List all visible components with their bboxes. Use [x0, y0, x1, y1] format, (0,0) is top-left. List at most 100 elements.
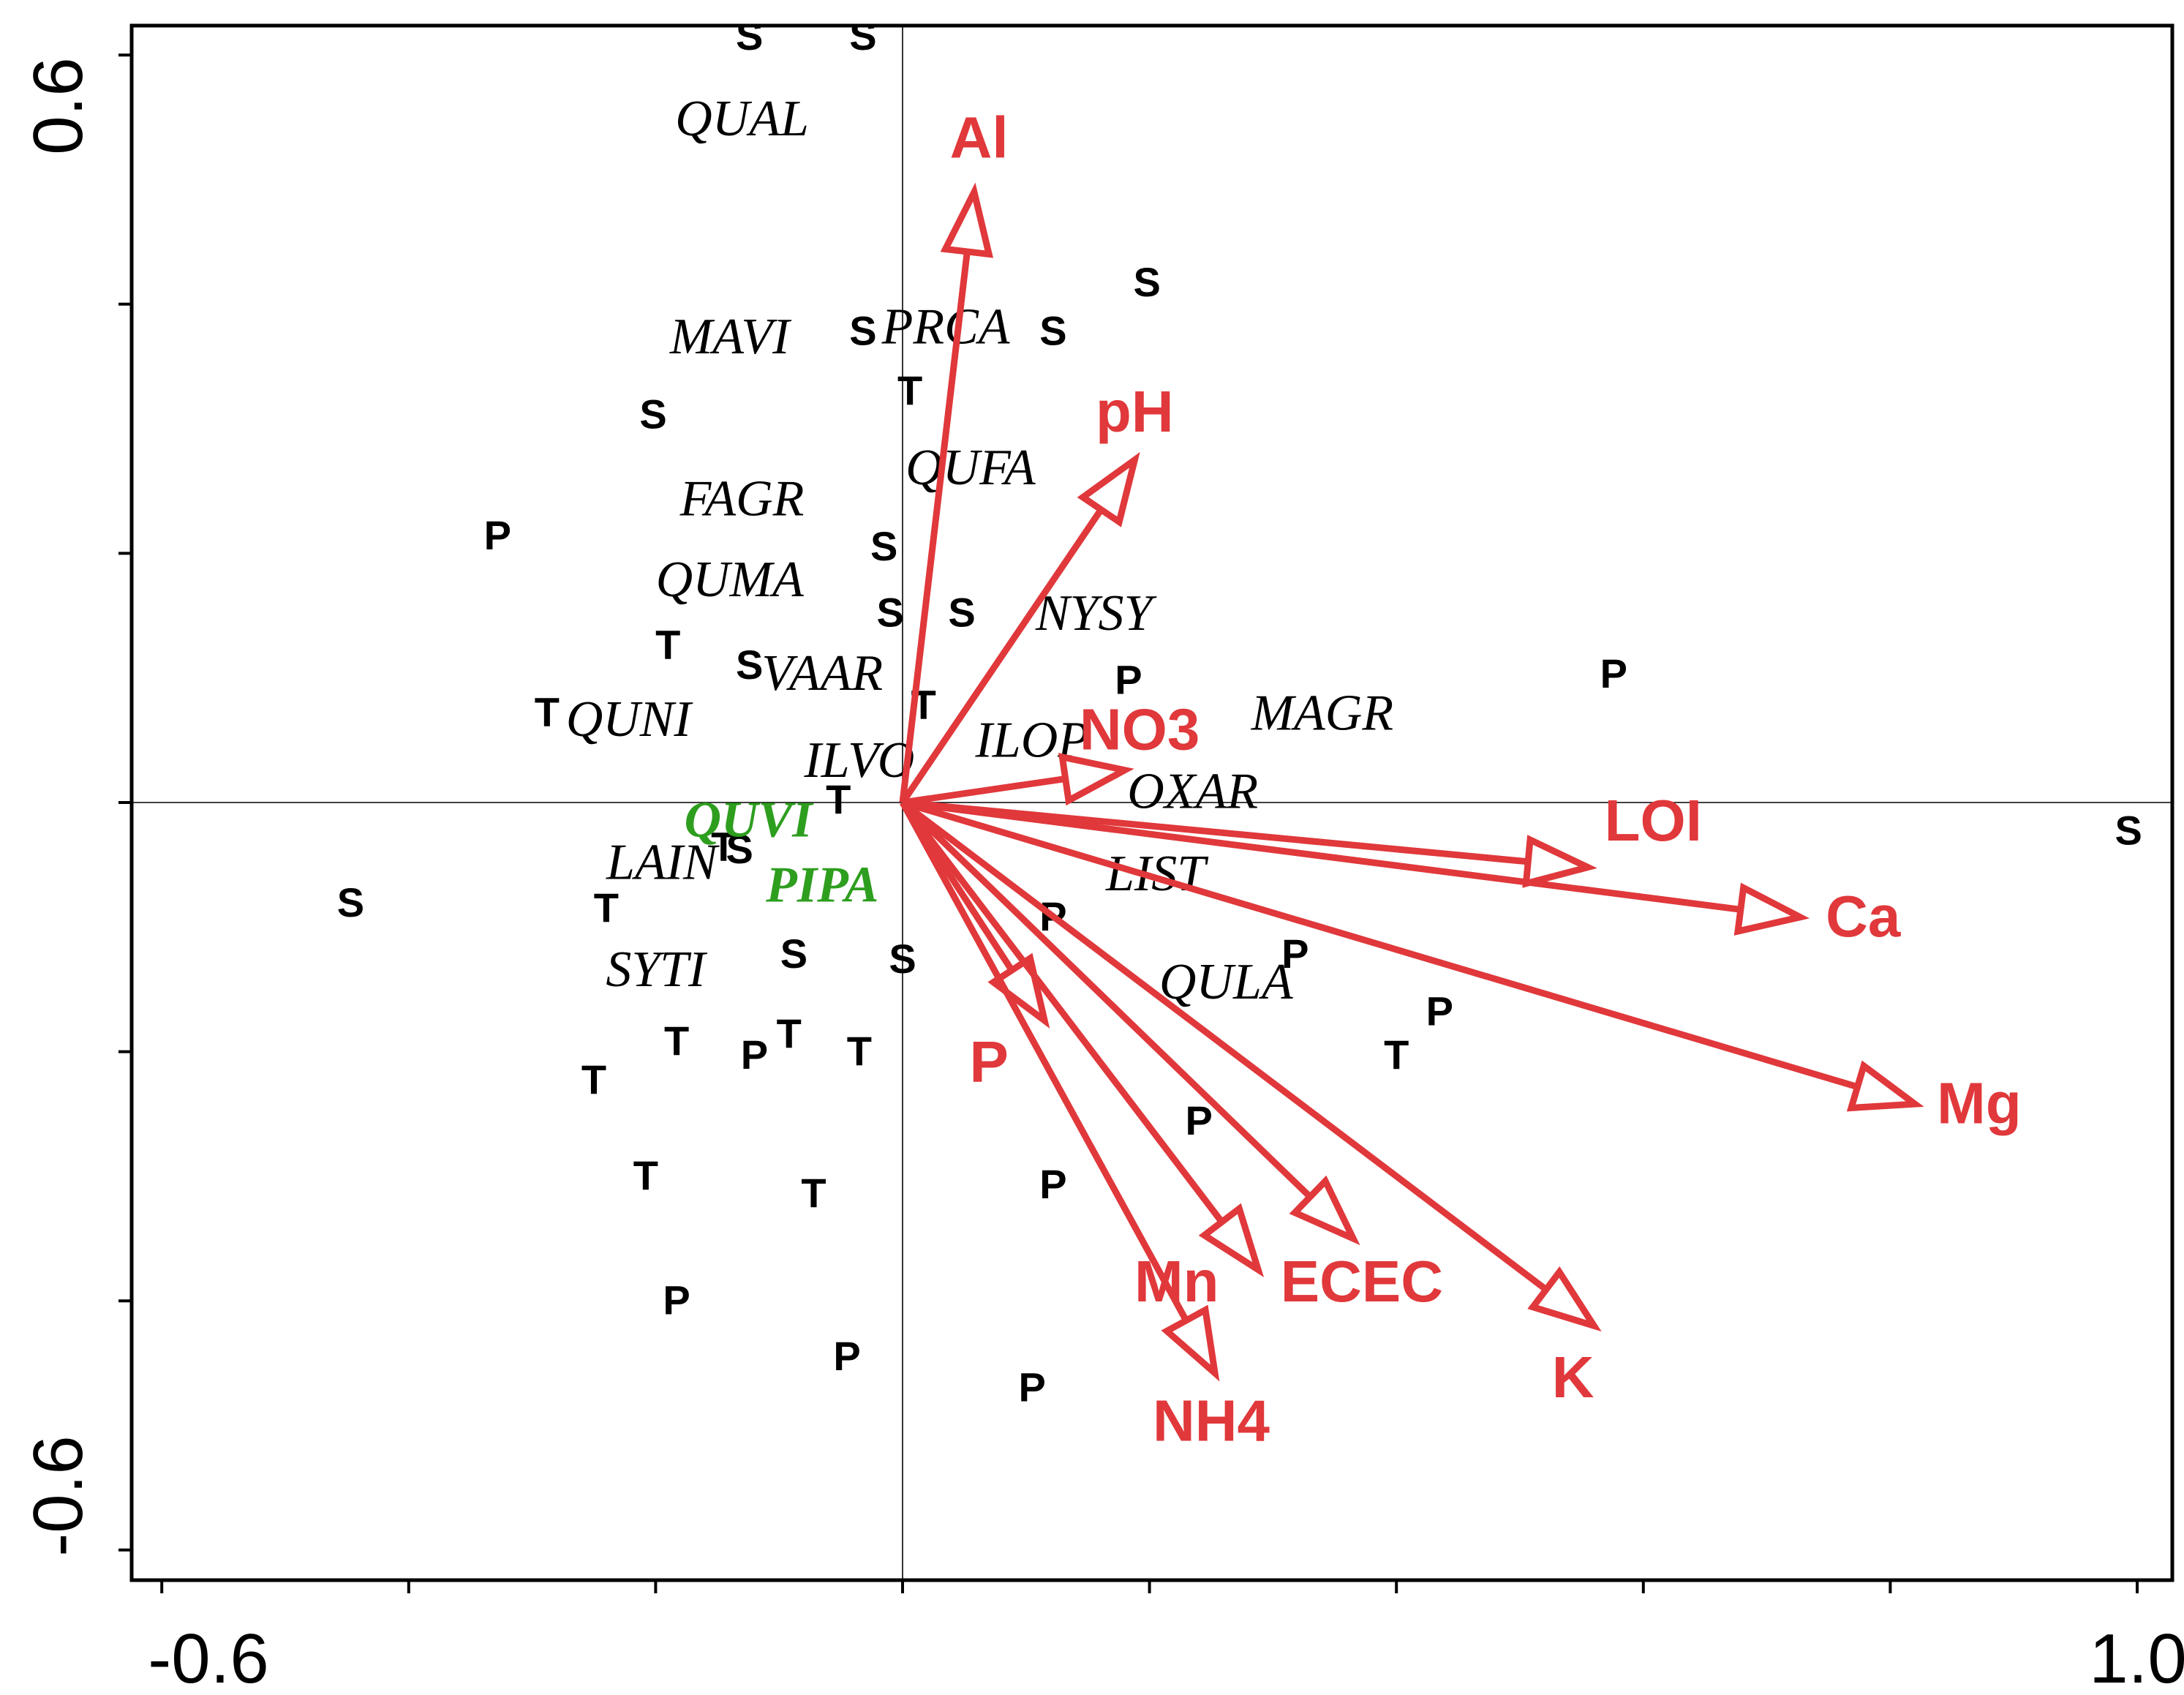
- site-point-t: T: [581, 1056, 606, 1102]
- site-point-t: T: [897, 367, 922, 413]
- env-label-ca: Ca: [1826, 884, 1901, 949]
- env-arrow-shaft-no3: [902, 775, 1066, 806]
- site-point-t: T: [633, 1152, 658, 1198]
- env-vector-ph: pH: [900, 379, 1174, 805]
- site-point-p: P: [1039, 1161, 1066, 1207]
- species-label-list: LIST: [1105, 846, 1209, 902]
- site-point-s: S: [889, 936, 916, 982]
- site-point-s: S: [870, 523, 897, 569]
- env-vector-loi: LOI: [902, 788, 1702, 888]
- site-point-s: S: [948, 589, 975, 635]
- species-label-magr: MAGR: [1251, 685, 1393, 741]
- env-label-p: P: [969, 1029, 1008, 1094]
- site-point-t: T: [655, 622, 680, 668]
- species-label-oxar: OXAR: [1127, 764, 1258, 820]
- site-point-s: S: [849, 307, 876, 353]
- site-point-p: P: [833, 1333, 860, 1379]
- env-arrow-head-no3: [1058, 753, 1134, 806]
- site-point-t: T: [826, 776, 851, 822]
- env-arrow-head-nh4: [1161, 1304, 1220, 1382]
- site-point-s: S: [736, 12, 763, 59]
- env-arrow-head-loi: [1522, 835, 1597, 888]
- species-label-lain: LAIN: [606, 835, 720, 891]
- env-arrow-shaft-mn: [900, 800, 1225, 1225]
- env-arrow-shaft-k: [900, 800, 1548, 1293]
- env-arrow-shaft-mg: [901, 799, 1859, 1091]
- env-vector-ca: Ca: [902, 799, 1901, 949]
- site-point-s: S: [736, 642, 763, 688]
- env-arrow-shaft-ecec: [900, 800, 1313, 1200]
- env-label-k: K: [1552, 1345, 1594, 1410]
- site-point-t: T: [535, 689, 560, 735]
- site-point-t: T: [1384, 1031, 1409, 1078]
- axis-ticks: [118, 53, 2139, 1593]
- env-arrow-head-al: [940, 182, 994, 258]
- env-label-al: Al: [950, 105, 1009, 170]
- species-label-quma: QUMA: [656, 552, 804, 608]
- env-vector-k: K: [900, 800, 1602, 1410]
- env-arrow-shaft-al: [899, 251, 971, 803]
- species-label-qual: QUAL: [675, 91, 809, 147]
- species-label-nysy: NYSY: [1035, 585, 1158, 642]
- x-tick-label-min: -0.6: [148, 1620, 268, 1695]
- site-point-t: T: [847, 1028, 872, 1074]
- env-arrow-head-ecec: [1289, 1175, 1360, 1246]
- species-label-syti: SYTI: [606, 942, 708, 998]
- site-point-s: S: [1134, 259, 1161, 305]
- env-vector-no3: NO3: [902, 696, 1200, 806]
- site-point-t: T: [594, 884, 619, 931]
- env-arrow-shaft-ph: [900, 508, 1104, 805]
- site-point-t: T: [711, 824, 736, 870]
- site-point-s: S: [780, 931, 807, 977]
- species-label-mavi: MAVI: [669, 309, 792, 365]
- site-point-s: S: [337, 879, 364, 925]
- env-label-ecec: ECEC: [1281, 1249, 1443, 1314]
- env-arrow-head-ph: [1077, 451, 1140, 527]
- env-label-ph: pH: [1096, 379, 1174, 444]
- env-arrow-head-mg: [1846, 1060, 1924, 1112]
- y-tick-label-min: -0.6: [19, 1435, 97, 1556]
- site-point-s: S: [849, 12, 876, 59]
- species-label-qula: QULA: [1159, 954, 1293, 1010]
- site-point-t: T: [777, 1010, 802, 1056]
- site-point-p: P: [663, 1277, 690, 1323]
- env-vector-al: Al: [899, 105, 1009, 803]
- env-vector-mg: Mg: [901, 799, 2022, 1135]
- env-vector-ecec: ECEC: [900, 800, 1443, 1314]
- env-arrow-shaft-nh4: [900, 800, 1189, 1323]
- site-point-t: T: [801, 1170, 826, 1216]
- species-label-quvi: QUVI: [684, 792, 814, 849]
- x-tick-label-max: 1.0: [2089, 1620, 2184, 1695]
- site-point-s: S: [2115, 807, 2142, 853]
- site-point-p: P: [1185, 1097, 1212, 1143]
- site-point-p: P: [1115, 656, 1142, 702]
- env-arrow-shaft-loi: [902, 799, 1529, 865]
- env-label-nh4: NH4: [1153, 1388, 1270, 1454]
- site-point-p: P: [1019, 1364, 1046, 1410]
- species-label-fagr: FAGR: [679, 470, 805, 527]
- site-point-p: P: [1426, 988, 1453, 1034]
- species-label-pipa: PIPA: [765, 857, 878, 913]
- env-arrow-head-ca: [1733, 882, 1810, 936]
- site-point-s: S: [726, 826, 753, 872]
- species-label-qufa: QUFA: [905, 440, 1036, 496]
- env-label-loi: LOI: [1605, 788, 1702, 853]
- env-label-mg: Mg: [1937, 1070, 2022, 1135]
- site-point-s: S: [1039, 307, 1066, 353]
- species-label-ilvo: ILVO: [803, 732, 914, 789]
- env-arrow-head-k: [1527, 1266, 1602, 1332]
- site-point-p: P: [1281, 931, 1308, 977]
- species-scores: QUAL MAVI PRCA QUFA FAGR QUMA NYSY VAAR MAGR QUNI…: [566, 91, 1393, 1010]
- env-label-no3: NO3: [1080, 696, 1200, 762]
- species-label-quni: QUNI: [566, 691, 694, 748]
- site-point-p: P: [1600, 650, 1627, 696]
- env-arrow-shaft-ca: [902, 799, 1741, 913]
- site-point-s: S: [876, 589, 903, 635]
- site-point-p: P: [484, 512, 511, 558]
- species-label-vaar: VAAR: [761, 645, 883, 702]
- y-tick-label-max: 0.6: [19, 57, 97, 154]
- env-arrow-head-mn: [1198, 1203, 1265, 1278]
- site-point-s: S: [639, 391, 666, 437]
